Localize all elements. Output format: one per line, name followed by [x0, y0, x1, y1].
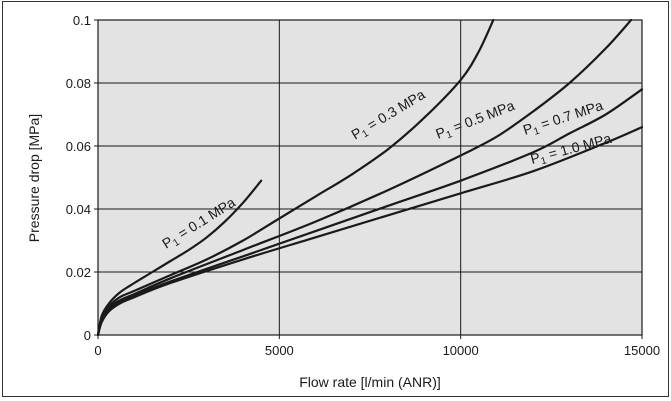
- curve-5: [96, 126, 644, 337]
- x-axis-title: Flow rate [l/min (ANR)]: [299, 374, 441, 390]
- x-tick-label: 0: [94, 343, 101, 358]
- x-tick-label: 5000: [265, 343, 294, 358]
- y-tick-label: 0: [84, 328, 91, 343]
- y-tick-label: 0.1: [73, 13, 91, 28]
- plot-area: [97, 19, 643, 336]
- x-tick-label: 15000: [624, 343, 660, 358]
- curve-1: [96, 179, 263, 337]
- y-tick-label: 0.04: [66, 202, 91, 217]
- y-axis-title: Pressure drop [MPa]: [26, 114, 42, 242]
- y-tick-label: 0.06: [66, 139, 91, 154]
- curve-2: [96, 18, 495, 337]
- curve-3: [96, 18, 633, 337]
- y-tick-label: 0.08: [66, 76, 91, 91]
- x-tick-label: 10000: [443, 343, 479, 358]
- y-tick-label: 0.02: [66, 265, 91, 280]
- curve-4: [96, 88, 644, 337]
